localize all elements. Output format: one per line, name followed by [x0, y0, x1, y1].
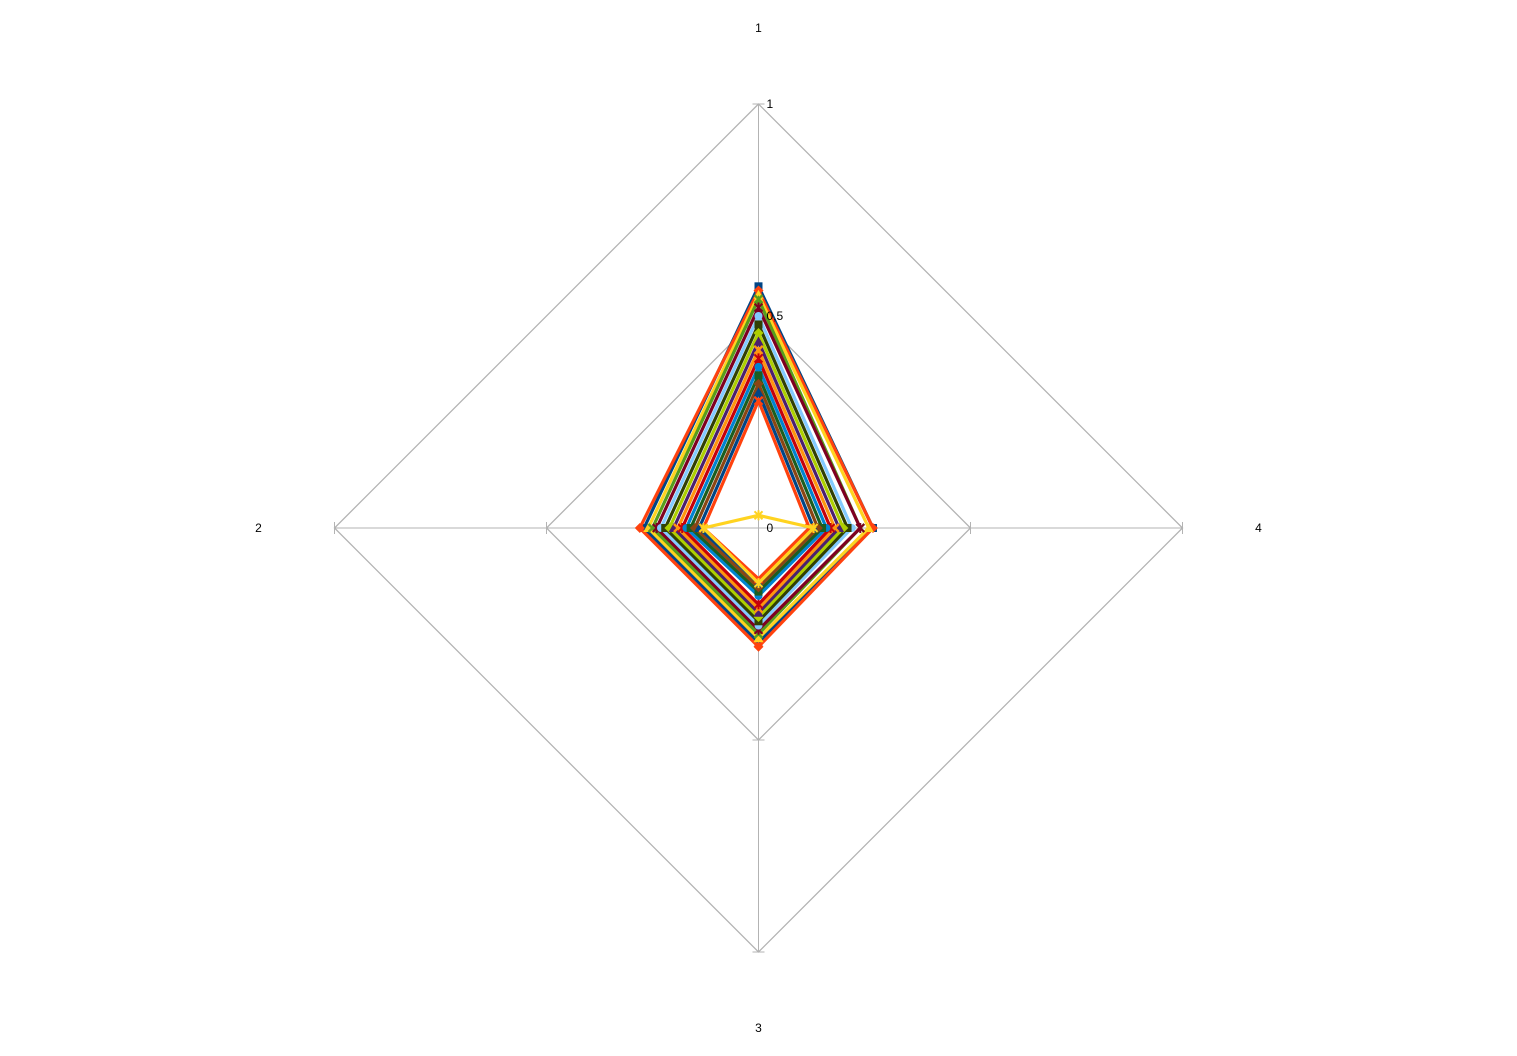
series-S17 — [698, 510, 819, 589]
data-point — [753, 353, 764, 364]
data-point — [634, 523, 645, 533]
data-point — [753, 395, 764, 406]
data-point — [753, 345, 764, 355]
axis-label-2: 2 — [255, 521, 262, 535]
data-point — [753, 336, 764, 346]
data-point — [753, 510, 764, 521]
data-point — [855, 523, 865, 533]
r-tick-label: 0,5 — [767, 309, 784, 323]
radar-series-group — [634, 282, 878, 652]
data-point — [753, 387, 764, 397]
axis-label-1: 1 — [755, 21, 762, 35]
data-point — [863, 523, 874, 532]
data-point — [754, 320, 763, 329]
axis-label-3: 3 — [755, 1021, 762, 1035]
series-S5 — [652, 302, 865, 635]
data-point — [753, 607, 764, 617]
data-point — [808, 523, 819, 533]
data-point — [754, 362, 763, 371]
radar-grid — [333, 103, 1184, 953]
data-point — [698, 523, 709, 533]
data-point — [753, 578, 764, 589]
data-point — [753, 378, 764, 389]
data-point — [753, 294, 764, 304]
data-point — [753, 599, 764, 610]
r-tick-label: 1 — [767, 97, 774, 111]
data-point — [754, 312, 763, 320]
data-point — [753, 641, 764, 652]
axis-label-4: 4 — [1255, 521, 1262, 535]
data-point — [753, 302, 764, 313]
data-point — [754, 371, 763, 380]
radar-labels: 1 2 3 4 0 0,5 1 — [255, 21, 1262, 1035]
data-point — [753, 633, 764, 643]
r-tick-label: 0 — [767, 521, 774, 535]
data-point — [753, 327, 764, 338]
